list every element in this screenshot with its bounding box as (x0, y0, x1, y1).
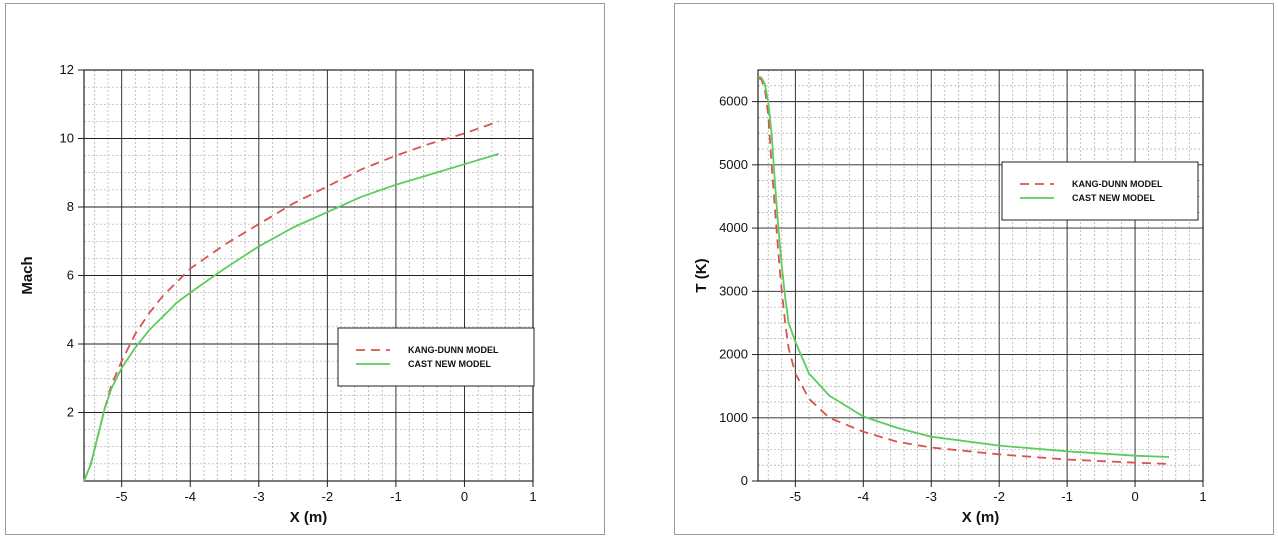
mach-series-cast-new-line (83, 153, 499, 482)
temp-x-tick-label: 1 (1199, 489, 1206, 504)
temp-minor-grid (758, 69, 1204, 482)
mach-y-tick-label: 10 (60, 131, 74, 146)
mach-legend-box (337, 327, 535, 387)
mach-y-tick-label: 2 (67, 405, 74, 420)
mach-x-tick-label: 1 (529, 489, 536, 504)
mach-y-tick-label: 4 (67, 336, 74, 351)
mach-legend-label-kang-dunn: KANG-DUNN MODEL (408, 345, 499, 355)
temp-y-tick-label: 4000 (719, 220, 748, 235)
mach-y-axis-title: Mach (19, 256, 36, 294)
mach-x-tick-label: -3 (253, 489, 265, 504)
mach-plot-frame (83, 69, 534, 482)
mach-y-tick-label: 6 (67, 268, 74, 283)
mach-legend-label-cast-new: CAST NEW MODEL (408, 359, 491, 369)
temperature-chart-panel: -5 -4 -3 -2 -1 0 1 0 1000 2000 3000 4000 5000 6000 X (… (674, 3, 1274, 535)
mach-legend: KANG-DUNN MODEL CAST NEW MODEL (337, 327, 535, 387)
mach-x-axis-title: X (m) (290, 509, 328, 526)
temp-y-axis-title: T (K) (693, 258, 710, 292)
mach-x-tick-label: -1 (390, 489, 402, 504)
temp-x-axis-title: X (m) (962, 509, 1000, 526)
temp-plot-frame (757, 69, 1204, 482)
temp-major-grid: -5 -4 -3 -2 -1 0 1 0 1000 2000 3000 4000 5000 6000 (719, 70, 1207, 504)
temp-x-tick-label: -5 (790, 489, 802, 504)
temp-y-tick-label: 3000 (719, 283, 748, 298)
mach-x-tick-label: -2 (322, 489, 334, 504)
temp-y-tick-label: 5000 (719, 157, 748, 172)
mach-x-tick-label: 0 (461, 489, 468, 504)
temp-x-tick-label: -2 (993, 489, 1005, 504)
temp-x-tick-label: 0 (1131, 489, 1138, 504)
temp-series-kang-dunn-line (757, 76, 1170, 465)
mach-series-kang-dunn-line (83, 120, 499, 482)
temp-legend-label-kang-dunn: KANG-DUNN MODEL (1072, 179, 1163, 189)
temp-y-tick-label: 1000 (719, 410, 748, 425)
temperature-chart: -5 -4 -3 -2 -1 0 1 0 1000 2000 3000 4000 5000 6000 X (… (693, 69, 1207, 526)
temp-legend-box (1001, 161, 1199, 221)
mach-y-tick-label: 12 (60, 62, 74, 77)
temp-legend: KANG-DUNN MODEL CAST NEW MODEL (1001, 161, 1199, 221)
mach-x-tick-label: -5 (116, 489, 128, 504)
mach-y-tick-label: 8 (67, 199, 74, 214)
temp-y-tick-label: 0 (741, 473, 748, 488)
mach-x-tick-label: -4 (184, 489, 196, 504)
temp-y-tick-label: 2000 (719, 347, 748, 362)
mach-chart-panel: -5 -4 -3 -2 -1 0 1 2 4 6 8 10 12 X (m) Mach KANG-DUNN M… (5, 3, 605, 535)
temp-x-tick-label: -3 (925, 489, 937, 504)
temp-series-cast-new-line (757, 75, 1170, 458)
temp-legend-label-cast-new: CAST NEW MODEL (1072, 193, 1155, 203)
temp-y-tick-label: 6000 (719, 94, 748, 109)
temp-x-tick-label: -1 (1061, 489, 1073, 504)
temp-x-tick-label: -4 (858, 489, 870, 504)
